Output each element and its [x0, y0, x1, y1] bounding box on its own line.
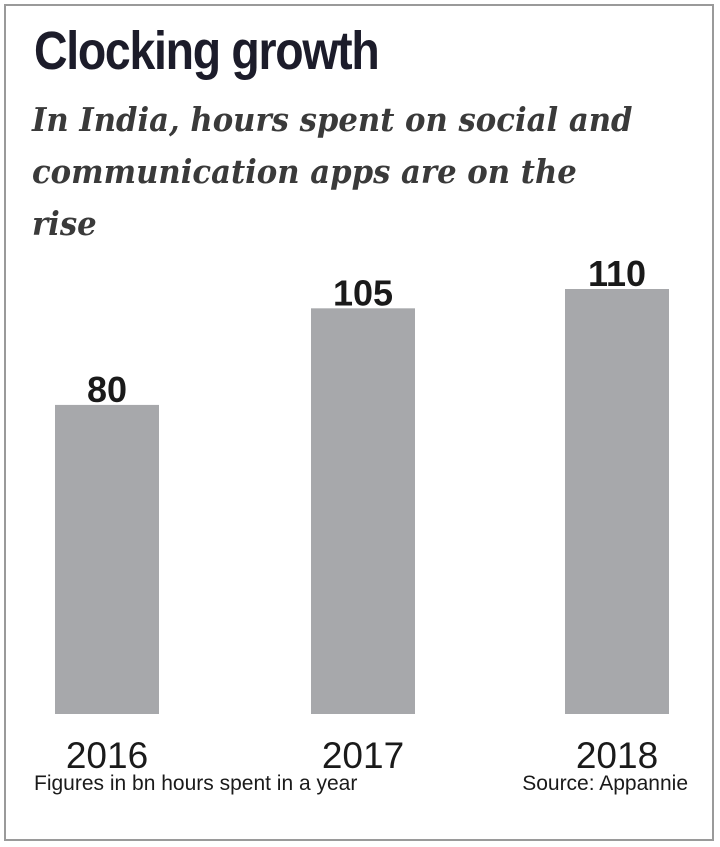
x-tick-label-2017: 2017 [322, 735, 404, 776]
value-label-2018: 110 [588, 253, 646, 294]
chart-subtitle: In India, hours spent on social and comm… [32, 100, 633, 243]
bar-2018 [565, 289, 669, 714]
value-label-2017: 105 [333, 272, 393, 313]
bar-2017 [311, 308, 415, 714]
chart-source: Source: Appannie [522, 772, 688, 795]
chart-footnote: Figures in bn hours spent in a year [34, 772, 358, 795]
x-tick-label-2016: 2016 [66, 735, 148, 776]
chart-title: Clocking growth [34, 21, 380, 81]
bar-2016 [55, 404, 159, 714]
x-tick-label-2018: 2018 [576, 735, 658, 776]
value-label-2016: 80 [87, 369, 127, 410]
